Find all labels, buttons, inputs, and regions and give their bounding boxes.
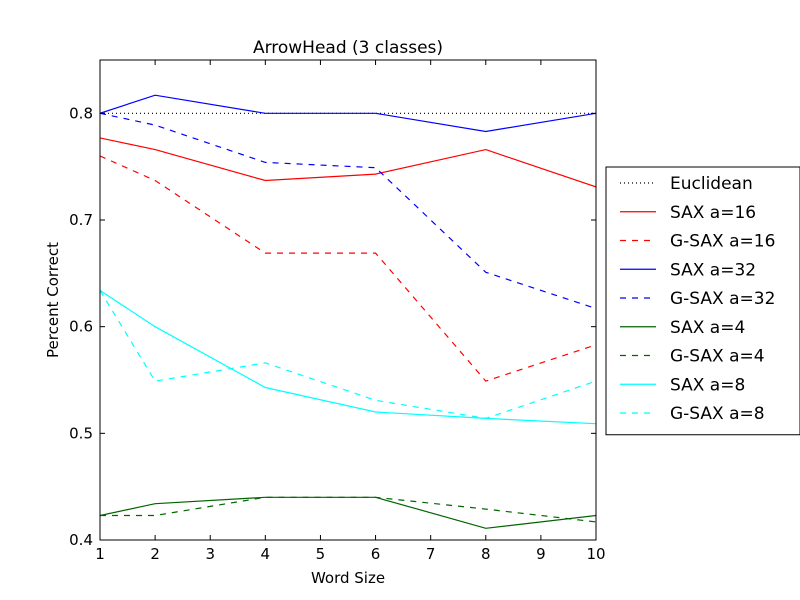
series-line-7	[100, 289, 596, 425]
x-tick-label: 1	[95, 545, 105, 563]
y-tick-label: 0.7	[69, 211, 93, 229]
x-tick-label: 2	[150, 545, 160, 563]
x-tick-label: 8	[481, 545, 491, 563]
series-line-2	[100, 155, 596, 382]
y-tick-label: 0.6	[69, 318, 93, 336]
x-tick-label: 10	[586, 545, 605, 563]
legend-label: SAX a=32	[670, 260, 756, 280]
legend-label: G-SAX a=32	[670, 289, 775, 309]
legend-label: SAX a=16	[670, 203, 756, 223]
legend-label: G-SAX a=8	[670, 404, 765, 424]
legend: Euclidean SAX a=16 G-SAX a=16 SAX a=32 G-SAX…	[605, 166, 800, 436]
legend-label: G-SAX a=16	[670, 232, 775, 252]
x-tick-label: 7	[426, 545, 436, 563]
series-line-8	[100, 290, 596, 420]
legend-label: G-SAX a=4	[670, 347, 765, 367]
legend-label: SAX a=4	[670, 318, 745, 338]
y-axis-label: Percent Correct	[44, 242, 62, 358]
y-tick-label: 0.5	[69, 424, 93, 442]
x-tick-label: 4	[261, 545, 271, 563]
x-axis-label: Word Size	[311, 569, 385, 587]
legend-label: Euclidean	[670, 174, 753, 194]
y-tick-label: 0.8	[69, 104, 93, 122]
x-tick-label: 6	[371, 545, 381, 563]
plot-area: 1 2 3 4 5 6 7 8 9 10 0.4 0.5 0.6 0.7 0.8	[69, 59, 606, 563]
series-line-4	[100, 112, 596, 310]
x-tick-label: 3	[205, 545, 215, 563]
y-tick-label: 0.4	[69, 531, 93, 549]
plot-frame	[99, 59, 597, 541]
x-tick-label: 5	[316, 545, 326, 563]
series-line-3	[100, 94, 596, 133]
series-line-6	[100, 496, 596, 523]
legend-label: SAX a=8	[670, 375, 745, 395]
series-line-1	[100, 137, 596, 188]
x-tick-label: 9	[536, 545, 546, 563]
chart-title: ArrowHead (3 classes)	[253, 38, 443, 58]
